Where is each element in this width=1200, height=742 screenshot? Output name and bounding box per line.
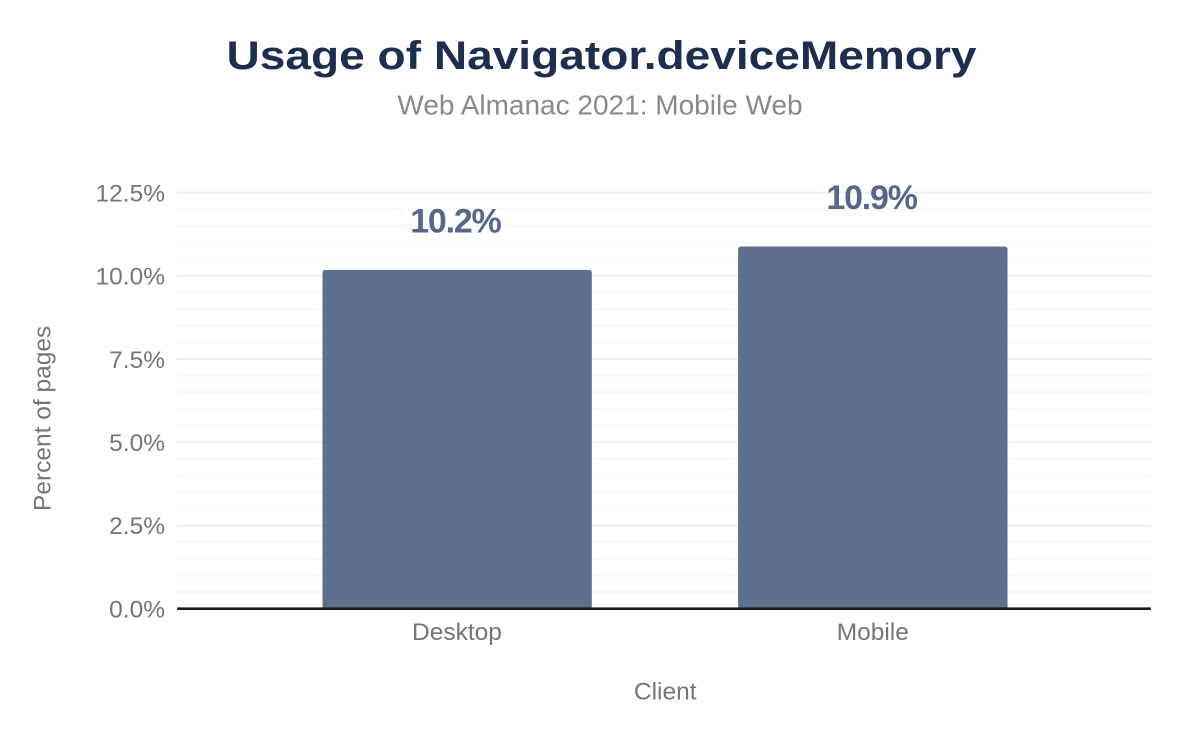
svg-text:Percent of pages: Percent of pages [30,326,57,511]
svg-text:Mobile: Mobile [837,619,909,646]
svg-text:Web Almanac 2021: Mobile Web: Web Almanac 2021: Mobile Web [397,90,802,121]
svg-text:Usage of Navigator.deviceMemor: Usage of Navigator.deviceMemory [227,34,977,78]
svg-text:0.0%: 0.0% [109,596,165,623]
svg-text:2.5%: 2.5% [109,513,165,540]
svg-text:10.9%: 10.9% [826,179,917,217]
svg-text:7.5%: 7.5% [109,347,165,374]
svg-text:12.5%: 12.5% [96,180,165,207]
svg-text:10.0%: 10.0% [96,264,165,291]
svg-text:Client: Client [634,679,697,706]
svg-text:10.2%: 10.2% [410,203,501,241]
svg-text:5.0%: 5.0% [109,430,165,457]
svg-text:Desktop: Desktop [412,619,502,646]
